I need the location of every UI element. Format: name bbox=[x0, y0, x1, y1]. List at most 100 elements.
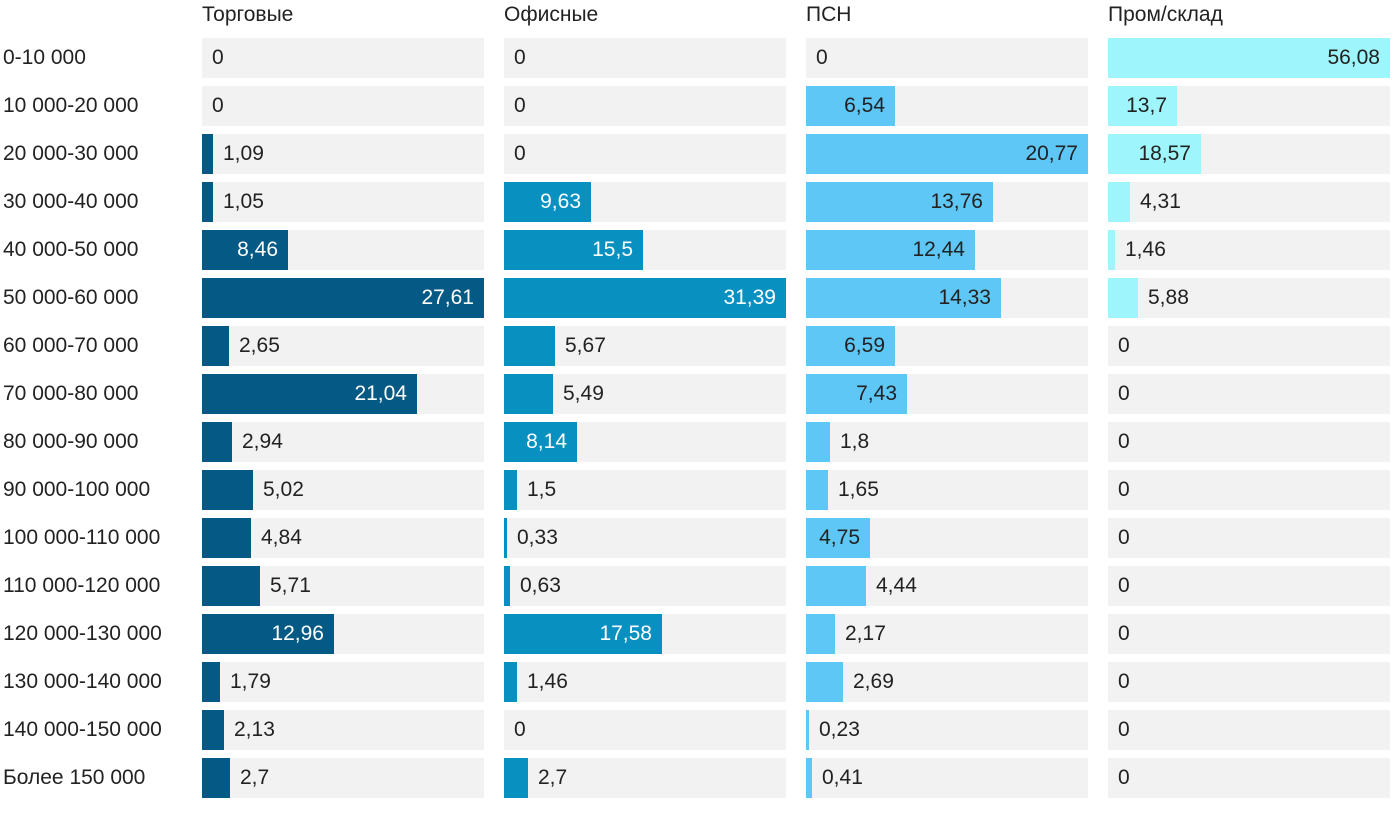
data-label: 0,33 bbox=[517, 526, 558, 549]
bar-track: 56,08 bbox=[1108, 38, 1390, 78]
data-label: 14,33 bbox=[938, 286, 991, 309]
bar-track: 15,5 bbox=[504, 230, 786, 270]
bar-track: 9,63 bbox=[504, 182, 786, 222]
data-label: 18,57 bbox=[1138, 142, 1191, 165]
data-label: 1,09 bbox=[223, 142, 264, 165]
data-label: 1,46 bbox=[527, 670, 568, 693]
data-label: 0,63 bbox=[520, 574, 561, 597]
bar bbox=[806, 278, 1001, 318]
bar bbox=[202, 422, 232, 462]
bar-track: 12,96 bbox=[202, 614, 484, 654]
data-label: 12,96 bbox=[271, 622, 324, 645]
data-label: 56,08 bbox=[1327, 46, 1380, 69]
bar-track: 13,7 bbox=[1108, 86, 1390, 126]
bar-track: 0 bbox=[1108, 374, 1390, 414]
bar-track: 4,31 bbox=[1108, 182, 1390, 222]
data-label: 4,75 bbox=[819, 526, 860, 549]
data-label: 0 bbox=[1118, 430, 1130, 453]
bar-track: 0,33 bbox=[504, 518, 786, 558]
bar-track: 5,02 bbox=[202, 470, 484, 510]
data-label: 0 bbox=[1118, 670, 1130, 693]
bar-track: 8,46 bbox=[202, 230, 484, 270]
bar-track: 0 bbox=[1108, 326, 1390, 366]
bar bbox=[202, 566, 260, 606]
data-label: 1,65 bbox=[838, 478, 879, 501]
bar-track: 0 bbox=[504, 134, 786, 174]
bar-track: 1,09 bbox=[202, 134, 484, 174]
bar bbox=[1108, 230, 1115, 270]
bar-track: 12,44 bbox=[806, 230, 1088, 270]
data-label: 1,8 bbox=[840, 430, 870, 453]
bar bbox=[806, 710, 809, 750]
data-label: 6,54 bbox=[844, 94, 885, 117]
bar-track: 0 bbox=[202, 38, 484, 78]
bar-track: 1,79 bbox=[202, 662, 484, 702]
bar-track: 0 bbox=[1108, 758, 1390, 798]
category-label: 80 000-90 000 bbox=[3, 430, 139, 453]
data-label: 0 bbox=[1118, 526, 1130, 549]
data-label: 17,58 bbox=[599, 622, 652, 645]
bar bbox=[504, 758, 528, 798]
bar bbox=[202, 278, 484, 318]
data-label: 1,05 bbox=[223, 190, 264, 213]
bar-track: 4,44 bbox=[806, 566, 1088, 606]
bar bbox=[504, 182, 591, 222]
bar-track: 5,88 bbox=[1108, 278, 1390, 318]
data-label: 5,67 bbox=[565, 334, 606, 357]
bar bbox=[806, 566, 866, 606]
data-label: 20,77 bbox=[1025, 142, 1078, 165]
bar-track: 1,46 bbox=[504, 662, 786, 702]
bar-track: 7,43 bbox=[806, 374, 1088, 414]
bar bbox=[202, 182, 213, 222]
bar bbox=[202, 230, 288, 270]
bar-track: 17,58 bbox=[504, 614, 786, 654]
bar bbox=[504, 518, 507, 558]
bar-track: 1,46 bbox=[1108, 230, 1390, 270]
bar bbox=[806, 182, 993, 222]
bar-track: 0 bbox=[202, 86, 484, 126]
category-label: 120 000-130 000 bbox=[3, 622, 162, 645]
bar bbox=[504, 422, 577, 462]
bar-track: 0 bbox=[1108, 470, 1390, 510]
data-label: 13,7 bbox=[1126, 94, 1167, 117]
bar bbox=[1108, 38, 1390, 78]
data-label: 0 bbox=[514, 46, 526, 69]
bar bbox=[202, 470, 253, 510]
data-label: 5,71 bbox=[270, 574, 311, 597]
data-label: 2,17 bbox=[845, 622, 886, 645]
bar bbox=[202, 758, 230, 798]
bar bbox=[1108, 182, 1130, 222]
bar-track: 5,71 bbox=[202, 566, 484, 606]
bar-track: 0 bbox=[1108, 566, 1390, 606]
bar-track: 0 bbox=[504, 38, 786, 78]
category-label: 20 000-30 000 bbox=[3, 142, 139, 165]
bar bbox=[202, 374, 417, 414]
series-header: Торговые bbox=[202, 3, 294, 26]
bar bbox=[806, 374, 907, 414]
data-label: 31,39 bbox=[723, 286, 776, 309]
bar-track: 31,39 bbox=[504, 278, 786, 318]
bar bbox=[504, 614, 662, 654]
data-label: 0 bbox=[1118, 382, 1130, 405]
bar-track: 0,23 bbox=[806, 710, 1088, 750]
data-label: 5,49 bbox=[563, 382, 604, 405]
data-label: 13,76 bbox=[930, 190, 983, 213]
bar bbox=[1108, 278, 1138, 318]
bar bbox=[504, 230, 643, 270]
bar-track: 0,63 bbox=[504, 566, 786, 606]
bar-track: 4,84 bbox=[202, 518, 484, 558]
data-label: 0 bbox=[1118, 478, 1130, 501]
data-label: 4,84 bbox=[261, 526, 302, 549]
bar bbox=[202, 662, 220, 702]
data-label: 2,13 bbox=[234, 718, 275, 741]
data-label: 0 bbox=[1118, 718, 1130, 741]
data-label: 2,65 bbox=[239, 334, 280, 357]
category-label: 110 000-120 000 bbox=[3, 574, 161, 597]
data-label: 0 bbox=[1118, 766, 1130, 789]
category-label: Более 150 000 bbox=[3, 766, 146, 789]
bar bbox=[806, 86, 895, 126]
bar-track: 14,33 bbox=[806, 278, 1088, 318]
bar bbox=[806, 614, 835, 654]
data-label: 2,7 bbox=[538, 766, 568, 789]
